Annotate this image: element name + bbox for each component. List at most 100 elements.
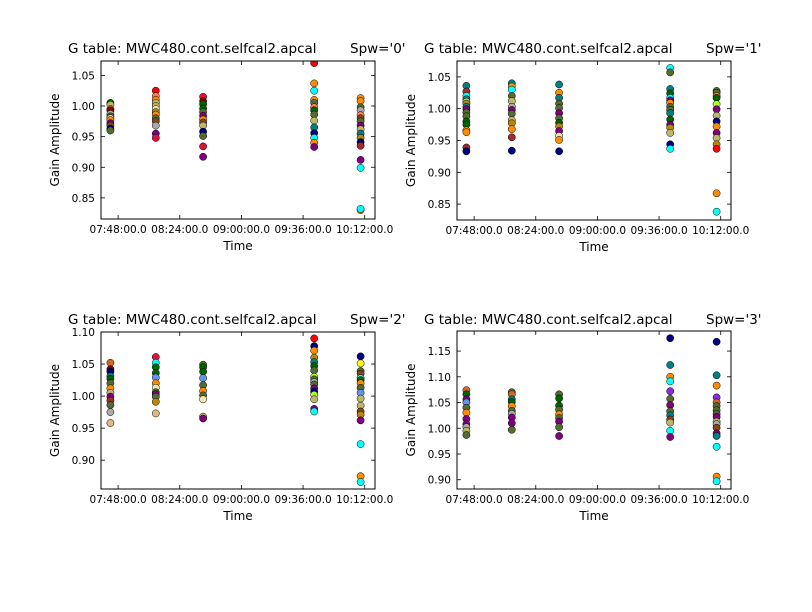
data-point (555, 394, 563, 403)
data-point (507, 146, 516, 155)
y-tick-label: 1.10 (428, 372, 451, 384)
x-tick-label: 08:24:00.0 (507, 225, 564, 237)
x-tick-label: 09:00:00.0 (569, 225, 626, 237)
data-points (106, 334, 365, 486)
data-point (507, 425, 516, 434)
data-point (555, 423, 563, 432)
data-point (712, 189, 721, 198)
subplot-spw-label: Spw='2' (350, 312, 406, 328)
y-axis-label: Gain Amplitude (48, 94, 62, 187)
data-point (151, 397, 160, 406)
y-tick-label: 0.85 (428, 199, 451, 211)
data-point (356, 164, 365, 172)
data-point (712, 477, 721, 486)
y-tick-label: 0.85 (72, 193, 95, 205)
subplot-title: G table: MWC480.cont.selfcal2.apcal (424, 312, 673, 328)
data-points (106, 61, 365, 214)
data-point (356, 416, 365, 425)
data-point (106, 358, 115, 367)
x-axis-label: Time (222, 239, 252, 253)
data-point (199, 414, 207, 423)
y-tick-label: 1.05 (72, 70, 95, 82)
axes-frame (100, 60, 376, 220)
y-tick-label: 0.90 (428, 167, 451, 179)
data-point (310, 366, 319, 375)
data-point (666, 129, 675, 137)
data-point (356, 141, 365, 150)
data-point (666, 377, 675, 386)
data-point (106, 408, 115, 416)
data-point (356, 352, 365, 361)
y-axis-label: Gain Amplitude (404, 364, 418, 457)
subplot-spw-label: Spw='3' (706, 312, 762, 328)
x-tick-label: 08:24:00.0 (151, 224, 208, 236)
data-point (666, 68, 675, 77)
data-point (310, 407, 319, 416)
data-point (666, 433, 675, 441)
y-axis-label: Gain Amplitude (404, 94, 418, 187)
data-point (199, 132, 207, 140)
x-tick-label: 07:48:00.0 (446, 225, 503, 237)
y-tick-label: 0.95 (428, 136, 451, 148)
data-point (356, 156, 365, 164)
data-point (310, 334, 319, 343)
data-points (462, 64, 721, 216)
y-tick-label: 0.90 (428, 475, 451, 487)
x-tick-label: 07:48:00.0 (90, 224, 147, 236)
data-points (462, 334, 721, 486)
data-point (310, 395, 319, 404)
y-tick-label: 1.00 (72, 391, 95, 403)
data-point (507, 419, 516, 427)
data-point (666, 418, 675, 427)
data-point (106, 126, 115, 135)
y-tick-label: 1.00 (72, 101, 95, 113)
subplot-spw-2: G table: MWC480.cont.selfcal2.apcal Spw=… (48, 312, 406, 523)
data-point (310, 79, 319, 88)
x-tick-label: 10:12:00.0 (336, 494, 393, 506)
data-point (555, 80, 563, 89)
x-tick-label: 10:12:00.0 (692, 494, 749, 506)
y-tick-label: 1.00 (428, 423, 451, 435)
data-point (666, 334, 675, 343)
y-tick-label: 1.05 (72, 359, 95, 371)
data-point (666, 361, 675, 369)
data-point (356, 205, 365, 213)
x-tick-label: 09:36:00.0 (274, 224, 331, 236)
data-point (310, 143, 319, 151)
x-axis-label: Time (222, 509, 252, 523)
axes-frame (100, 331, 376, 490)
y-tick-label: 1.05 (428, 72, 451, 84)
subplot-spw-label: Spw='0' (350, 41, 406, 57)
x-tick-label: 09:36:00.0 (630, 225, 687, 237)
data-point (666, 144, 675, 153)
x-tick-label: 10:12:00.0 (692, 225, 749, 237)
data-point (507, 133, 516, 142)
y-tick-label: 0.90 (72, 455, 95, 467)
data-point (462, 431, 471, 439)
subplot-title: G table: MWC480.cont.selfcal2.apcal (68, 312, 317, 328)
data-point (199, 374, 207, 382)
data-point (712, 337, 721, 346)
x-tick-label: 07:48:00.0 (446, 494, 503, 506)
x-tick-label: 09:00:00.0 (569, 494, 626, 506)
data-point (712, 207, 721, 216)
y-tick-label: 1.05 (428, 398, 451, 410)
data-point (310, 116, 319, 125)
data-point (507, 85, 516, 94)
subplot-spw-label: Spw='1' (706, 41, 762, 57)
data-point (712, 432, 721, 440)
axes-frame (456, 330, 732, 490)
data-point (712, 442, 721, 451)
y-tick-label: 1.10 (72, 327, 95, 339)
data-point (462, 147, 471, 156)
data-point (712, 122, 721, 131)
data-point (356, 359, 365, 368)
data-point (151, 134, 160, 142)
x-axis-label: Time (578, 240, 608, 254)
data-point (199, 152, 207, 161)
x-axis-label: Time (578, 509, 608, 523)
subplot-title: G table: MWC480.cont.selfcal2.apcal (424, 41, 673, 57)
x-tick-label: 07:48:00.0 (90, 494, 147, 506)
